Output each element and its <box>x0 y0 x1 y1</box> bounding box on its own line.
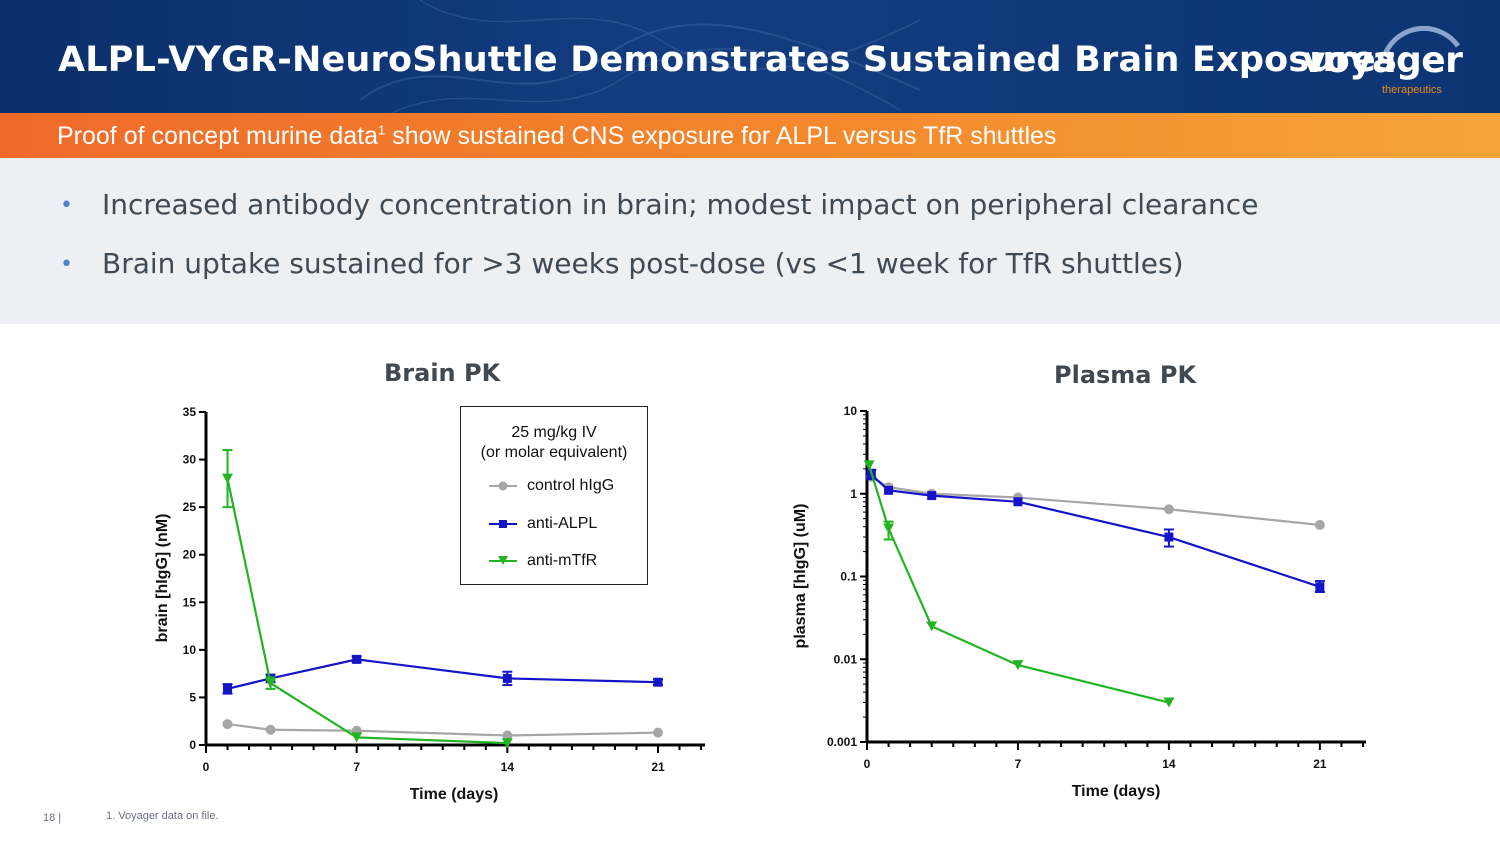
data-point <box>351 732 363 743</box>
y-axis-label: brain [hIgG] (nM) <box>154 514 171 643</box>
data-point <box>265 724 276 735</box>
data-point <box>1164 532 1174 542</box>
subtitle-band: Proof of concept murine data1 show susta… <box>0 113 1500 158</box>
bullet-icon: • <box>60 252 73 277</box>
legend-circle-icon <box>489 481 517 491</box>
legend-square-icon <box>489 520 517 528</box>
y-tick-label: 35 <box>183 405 197 419</box>
bullet-text: Increased antibody concentration in brai… <box>102 188 1259 221</box>
y-tick-label: 10 <box>183 643 197 657</box>
bullet-icon: • <box>60 193 73 218</box>
legend-item-mtfr: anti-mTfR <box>489 551 649 571</box>
voyager-logo: voyager therapeutics <box>1296 12 1466 102</box>
x-tick-label: 7 <box>1015 757 1022 771</box>
page-number: 18 | <box>43 812 62 824</box>
subtitle-main: Proof of concept murine data <box>57 122 379 150</box>
x-tick-label: 21 <box>651 760 665 774</box>
data-point <box>502 673 512 683</box>
y-tick-label: 0.01 <box>834 652 858 666</box>
header-texture <box>360 0 920 113</box>
legend-item-alpl: anti-ALPL <box>489 514 649 534</box>
data-point <box>884 485 894 495</box>
data-point <box>222 719 233 730</box>
x-tick-label: 21 <box>1313 757 1327 771</box>
legend-label: anti-mTfR <box>527 552 598 569</box>
legend-item-control: control hIgG <box>489 476 649 496</box>
legend-title-line2: (or molar equivalent) <box>480 444 628 461</box>
x-tick-label: 0 <box>203 760 210 774</box>
bullet-panel: • Increased antibody concentration in br… <box>0 158 1500 324</box>
subtitle-text: Proof of concept murine data1 show susta… <box>57 122 1056 151</box>
data-point <box>502 730 513 741</box>
y-axis-label: plasma [hIgG] (uM) <box>792 504 809 649</box>
y-tick-label: 10 <box>844 404 858 418</box>
logo-subtitle: therapeutics <box>1382 84 1442 96</box>
data-point <box>1163 504 1174 515</box>
x-tick-label: 0 <box>864 757 871 771</box>
y-tick-label: 1 <box>850 487 857 501</box>
slide-header: ALPL-VYGR-NeuroShuttle Demonstrates Sust… <box>0 0 1500 113</box>
x-tick-label: 7 <box>353 760 360 774</box>
data-point <box>1314 519 1325 530</box>
footnote: 1. Voyager data on file. <box>106 810 219 822</box>
subtitle-footnote-ref: 1 <box>378 122 386 138</box>
data-point <box>883 523 895 534</box>
brain-chart-title: Brain PK <box>384 359 501 387</box>
plasma-chart-title: Plasma PK <box>1054 361 1197 389</box>
slide-title: ALPL-VYGR-NeuroShuttle Demonstrates Sust… <box>58 40 1398 80</box>
chart-legend: 25 mg/kg IV (or molar equivalent) contro… <box>460 406 648 585</box>
y-tick-label: 25 <box>183 500 197 514</box>
data-point <box>863 460 875 471</box>
data-point <box>1013 497 1023 507</box>
legend-title-line1: 25 mg/kg IV <box>511 424 597 441</box>
data-point <box>653 727 663 738</box>
series-line <box>870 475 1320 527</box>
data-point <box>223 684 233 694</box>
data-point <box>653 677 663 687</box>
logo-arc-icon <box>1383 25 1461 54</box>
logo-wordmark: voyager <box>1302 40 1463 81</box>
y-tick-label: 5 <box>189 690 196 704</box>
y-tick-label: 30 <box>183 453 197 467</box>
x-tick-label: 14 <box>501 760 515 774</box>
data-point <box>265 678 277 689</box>
data-point <box>501 738 513 749</box>
x-axis-label: Time (days) <box>1072 783 1161 800</box>
y-tick-label: 0 <box>189 738 196 752</box>
data-point <box>926 621 938 632</box>
y-tick-label: 0.001 <box>827 735 857 749</box>
data-point <box>1315 582 1325 592</box>
legend-label: anti-ALPL <box>527 515 598 532</box>
x-tick-label: 14 <box>1162 757 1176 771</box>
series-line <box>226 478 508 745</box>
data-point <box>927 491 937 501</box>
legend-label: control hIgG <box>527 477 615 494</box>
y-tick-label: 0.1 <box>840 570 857 584</box>
data-point <box>222 473 234 484</box>
x-axis-label: Time (days) <box>410 786 499 803</box>
y-tick-label: 15 <box>183 595 197 609</box>
data-point <box>1012 660 1024 671</box>
subtitle-rest: show sustained CNS exposure for ALPL ver… <box>385 122 1057 150</box>
legend-triangle-icon <box>489 556 517 565</box>
series-line <box>870 473 1321 588</box>
data-point <box>1163 697 1175 708</box>
bullet-text: Brain uptake sustained for >3 weeks post… <box>102 247 1184 280</box>
y-tick-label: 20 <box>183 548 197 562</box>
data-point <box>352 654 362 664</box>
